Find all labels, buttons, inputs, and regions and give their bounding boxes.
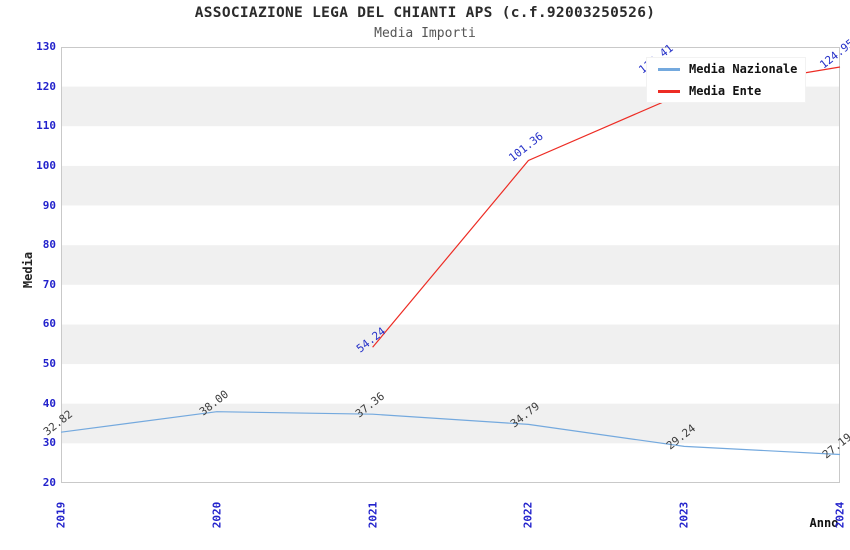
- line-marker-icon: [658, 89, 680, 93]
- grid-band: [61, 324, 840, 365]
- plot-border: [61, 47, 840, 483]
- line-marker-icon: [658, 67, 680, 71]
- series-line-media-nazionale: [60, 411, 841, 456]
- legend: Media Nazionale Media Ente: [646, 57, 806, 103]
- legend-item-media-nazionale: Media Nazionale: [647, 59, 805, 79]
- chart-subtitle: Media Importi: [374, 26, 476, 41]
- legend-item-media-ente: Media Ente: [647, 81, 805, 101]
- legend-item-label: Media Ente: [689, 84, 762, 98]
- grid-band: [61, 403, 840, 444]
- y-axis-title: Media: [21, 251, 35, 289]
- grid-band: [61, 165, 840, 206]
- chart-title: ASSOCIAZIONE LEGA DEL CHIANTI APS (c.f.9…: [194, 5, 656, 21]
- x-axis-title: Anno: [809, 516, 839, 530]
- grid-band: [61, 245, 840, 285]
- legend-item-label: Media Nazionale: [689, 62, 798, 76]
